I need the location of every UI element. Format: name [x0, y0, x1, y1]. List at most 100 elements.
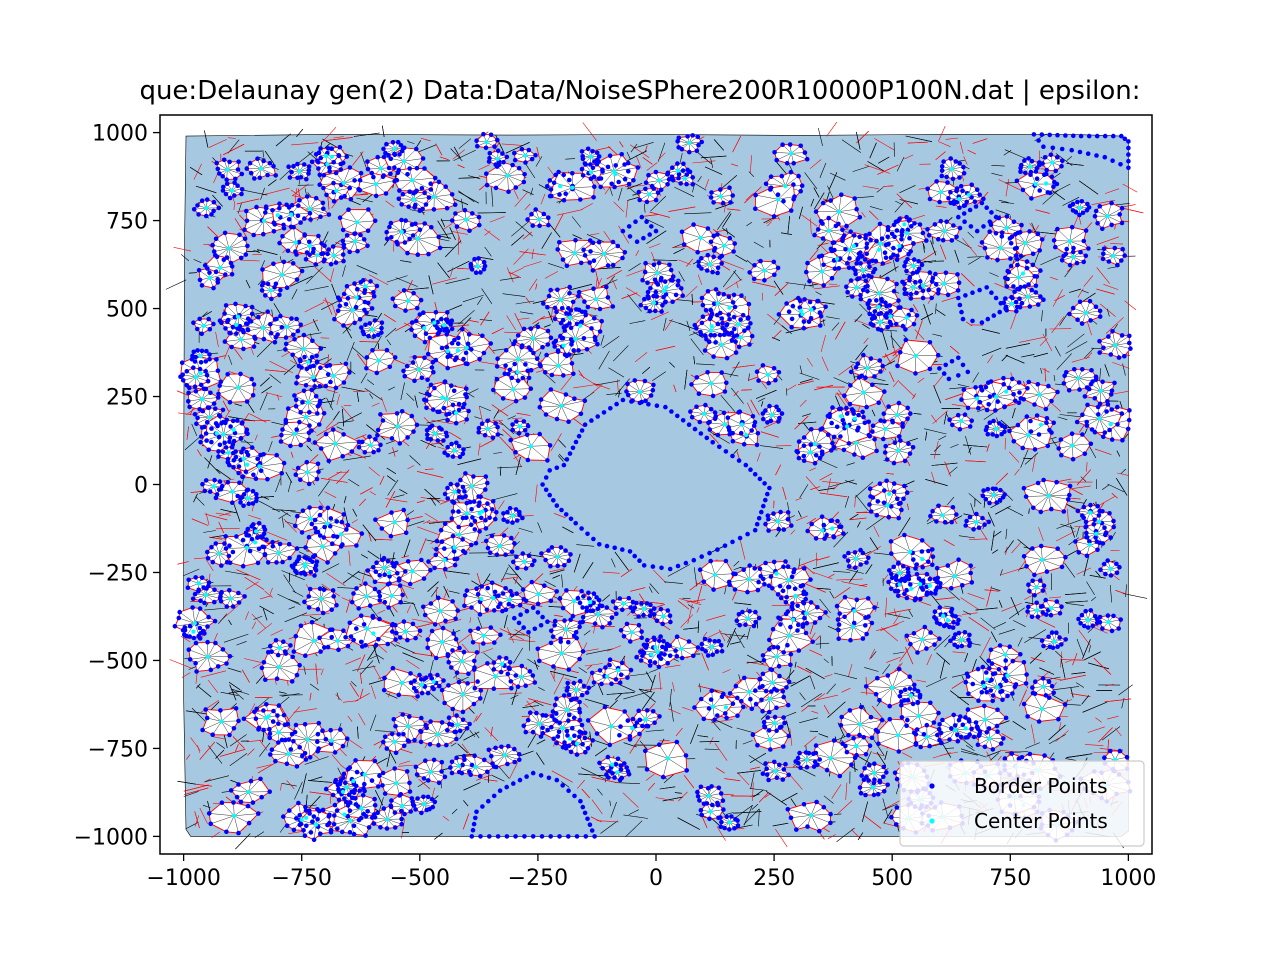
mesh-edge: [682, 707, 694, 712]
mesh-edge: [1084, 348, 1094, 359]
mesh-edge: [938, 141, 951, 147]
mesh-edge: [963, 156, 968, 165]
mesh-edge: [628, 809, 639, 815]
mesh-edge: [223, 633, 249, 643]
mesh-edge: [962, 238, 978, 256]
mesh-edge: [935, 303, 937, 314]
mesh-edge: [644, 687, 663, 691]
mesh-edge: [1012, 620, 1026, 627]
mesh-edge: [687, 604, 695, 609]
mesh-edge: [615, 378, 630, 396]
mesh-edge: [833, 813, 842, 815]
mesh-edge: [746, 626, 751, 640]
mesh-edge: [285, 706, 301, 724]
mesh-edge: [749, 155, 752, 174]
mesh-edge: [343, 412, 362, 423]
mesh-edge: [821, 356, 829, 372]
mesh-edge: [173, 247, 192, 252]
mesh-edge: [1066, 603, 1084, 606]
mesh-edge: [674, 186, 695, 197]
mesh-edge: [771, 604, 791, 606]
mesh-edge: [565, 158, 576, 160]
mesh-edge: [343, 455, 371, 461]
mesh-edge: [1017, 637, 1023, 647]
mesh-edge: [993, 622, 1006, 629]
mesh-edge: [803, 283, 806, 290]
mesh-edge: [904, 154, 914, 160]
mesh-edge: [347, 572, 361, 581]
mesh-edge: [1065, 758, 1077, 761]
mesh-edge: [1057, 416, 1068, 421]
mesh-edge: [451, 808, 458, 815]
mesh-edge: [841, 139, 861, 153]
mesh-edge: [432, 277, 457, 285]
mesh-edge: [227, 139, 240, 154]
mesh-edge: [863, 337, 869, 344]
mesh-edge: [864, 751, 872, 766]
mesh-edge: [895, 200, 903, 205]
mesh-edge: [523, 261, 542, 268]
mesh-edge: [371, 402, 380, 407]
mesh-edge: [351, 519, 358, 524]
mesh-edge: [458, 138, 472, 149]
mesh-edge: [205, 512, 210, 526]
mesh-edge: [203, 778, 211, 783]
mesh-edge: [799, 484, 809, 498]
mesh-edge: [775, 828, 788, 847]
mesh-edge: [932, 410, 948, 425]
mesh-edge: [214, 632, 218, 641]
mesh-edge: [406, 510, 415, 516]
mesh-edge: [581, 203, 593, 210]
mesh-edge: [457, 236, 460, 255]
mesh-edge: [180, 254, 189, 262]
mesh-edge: [398, 760, 411, 765]
mesh-edge: [613, 201, 624, 212]
mesh-edge: [811, 710, 819, 714]
mesh-edge: [950, 444, 959, 448]
mesh-edge: [1042, 333, 1053, 352]
mesh-edge: [1059, 312, 1069, 326]
mesh-edge: [1107, 483, 1125, 493]
mesh-edge: [1005, 528, 1008, 540]
mesh-edge: [824, 674, 833, 678]
mesh-edge: [223, 343, 231, 360]
mesh-edge: [578, 667, 587, 674]
mesh-edge: [386, 275, 408, 283]
mesh-edge: [251, 621, 257, 630]
mesh-edge: [509, 761, 519, 779]
mesh-edge: [409, 455, 421, 466]
mesh-edge: [898, 381, 916, 398]
mesh-edge: [673, 299, 693, 302]
mesh-edge: [206, 559, 214, 572]
mesh-edge: [423, 417, 432, 425]
mesh-edge: [757, 397, 766, 402]
mesh-edge: [1117, 472, 1129, 476]
mesh-edge: [869, 206, 883, 211]
mesh-edge: [1024, 629, 1047, 643]
mesh-edge: [251, 613, 267, 629]
mesh-edge: [958, 535, 976, 539]
mesh-edge: [998, 179, 1021, 191]
mesh-edge: [304, 301, 325, 313]
mesh-edge: [1053, 374, 1056, 382]
mesh-edge: [544, 271, 559, 279]
mesh-edge: [665, 664, 681, 668]
mesh-edge: [478, 164, 490, 171]
mesh-edge: [1076, 567, 1092, 575]
mesh-edge: [318, 500, 325, 508]
mesh-edge: [650, 311, 670, 320]
mesh-edge: [972, 372, 979, 383]
mesh-edge: [348, 478, 360, 487]
mesh-edge: [945, 747, 955, 749]
mesh-edge: [598, 350, 610, 370]
mesh-edge: [256, 340, 274, 358]
mesh-edge: [967, 256, 985, 258]
mesh-edge: [299, 319, 319, 329]
mesh-edge: [564, 677, 572, 681]
mesh-edge: [585, 674, 592, 688]
mesh-edge: [734, 630, 745, 649]
mesh-edge: [1122, 593, 1148, 599]
mesh-edge: [479, 319, 493, 321]
mesh-edge: [736, 281, 739, 289]
mesh-edge: [890, 330, 894, 348]
